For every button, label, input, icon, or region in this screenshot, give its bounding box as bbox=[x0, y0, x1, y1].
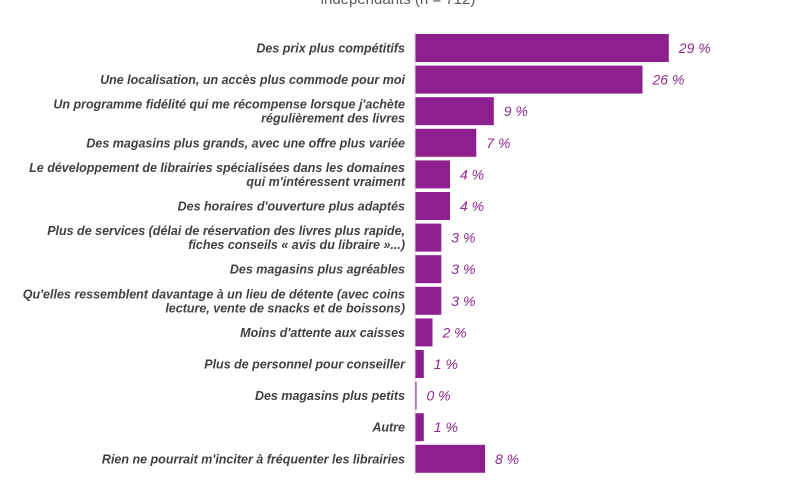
data-label: 7 % bbox=[486, 135, 510, 151]
data-label: 26 % bbox=[652, 72, 685, 88]
bar bbox=[415, 128, 477, 157]
category-label: Des magasins plus petits bbox=[255, 389, 405, 403]
bar bbox=[415, 381, 417, 410]
data-label: 2 % bbox=[442, 324, 467, 340]
data-label: 3 % bbox=[451, 230, 475, 246]
data-label: 1 % bbox=[434, 356, 458, 372]
data-label: 1 % bbox=[434, 419, 458, 435]
data-label: 8 % bbox=[495, 451, 519, 467]
bar bbox=[415, 286, 442, 315]
chart-title: indépendants (n = 712) bbox=[321, 0, 476, 8]
category-label: Rien ne pourrait m'inciter à fréquenter … bbox=[102, 452, 405, 466]
category-label: Le développement de librairies spécialis… bbox=[29, 161, 406, 189]
category-label: Un programme fidélité qui me récompense … bbox=[53, 98, 405, 126]
data-label: 3 % bbox=[451, 293, 475, 309]
bar bbox=[415, 350, 424, 378]
bar bbox=[415, 413, 424, 442]
bar bbox=[415, 192, 450, 220]
bar bbox=[415, 444, 485, 473]
category-label: Moins d'attente aux caisses bbox=[240, 326, 405, 340]
bar bbox=[415, 34, 669, 62]
data-label: 4 % bbox=[460, 198, 484, 214]
data-label: 3 % bbox=[451, 261, 475, 277]
category-label: Des magasins plus agréables bbox=[230, 263, 405, 277]
bar bbox=[415, 160, 450, 189]
bars-layer bbox=[415, 34, 669, 473]
bar bbox=[415, 255, 442, 284]
category-label: Autre bbox=[371, 421, 405, 435]
data-label: 4 % bbox=[460, 166, 484, 182]
data-label: 9 % bbox=[504, 103, 528, 119]
bar bbox=[415, 223, 442, 252]
labels-layer: 29 % Des prix plus compétitifs 26 % Une loc… bbox=[23, 40, 711, 467]
category-label: Une localisation, un accès plus commode … bbox=[100, 73, 405, 87]
data-label: 0 % bbox=[427, 388, 451, 404]
category-label: Des horaires d'ouverture plus adaptés bbox=[178, 200, 405, 214]
data-label: 29 % bbox=[678, 40, 711, 56]
category-label: Des magasins plus grands, avec une offre… bbox=[86, 136, 405, 150]
category-label: Plus de services (délai de réservation d… bbox=[47, 224, 405, 252]
bar bbox=[415, 97, 494, 126]
category-label: Des prix plus compétitifs bbox=[256, 42, 405, 56]
bar bbox=[415, 65, 643, 94]
category-label: Qu'elles ressemblent davantage à un lieu… bbox=[23, 287, 405, 315]
bar bbox=[415, 318, 433, 347]
category-label: Plus de personnel pour conseiller bbox=[204, 358, 406, 372]
